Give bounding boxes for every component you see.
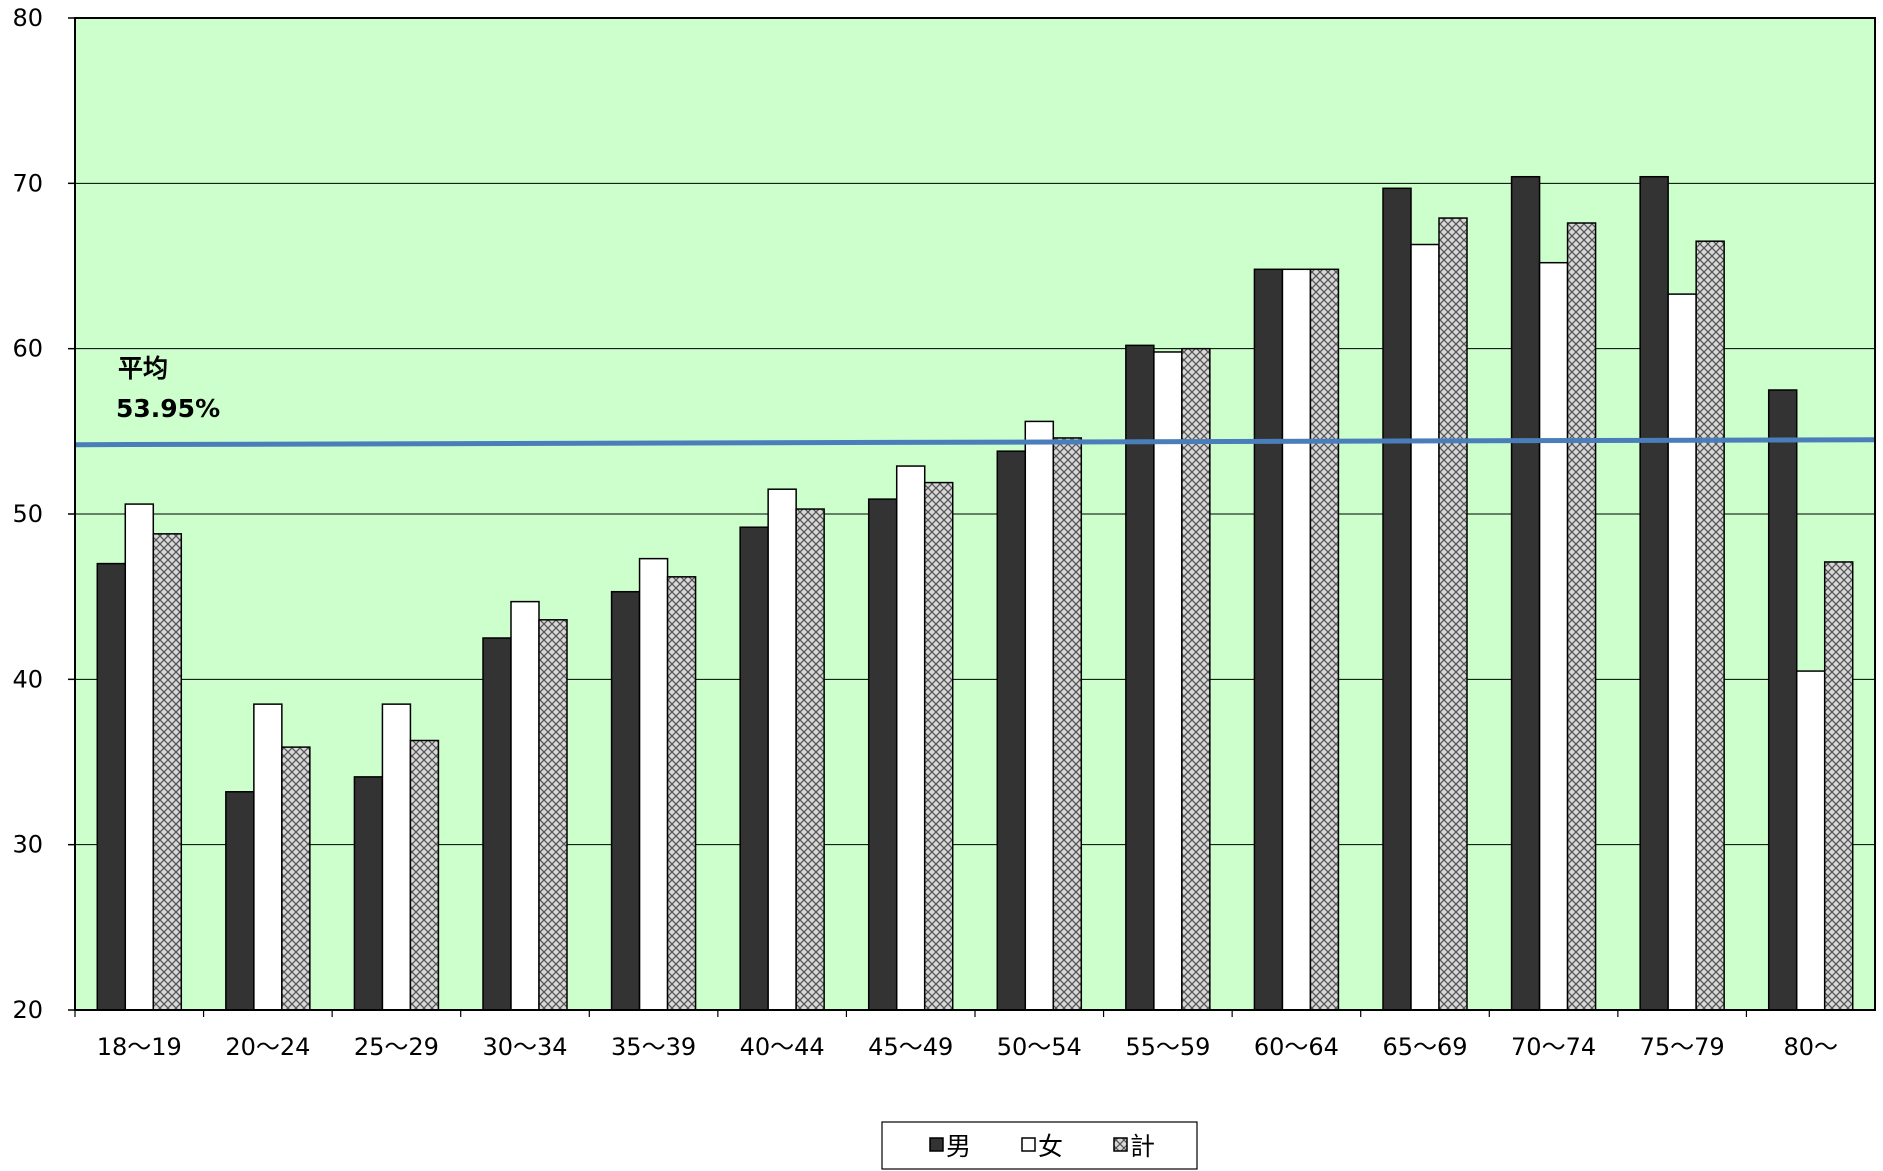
bar-group (225, 703, 311, 1011)
y-tick-label: 20 (12, 996, 43, 1024)
x-tick-label: 80～ (1783, 1033, 1838, 1061)
bar-total (1309, 268, 1340, 1011)
average-line (74, 437, 1876, 448)
bar-total (1438, 217, 1468, 1011)
bar-female (1153, 351, 1183, 1011)
average-value: 53.95% (116, 394, 220, 423)
bar-group (1510, 175, 1597, 1011)
bar-group (996, 420, 1083, 1011)
bar-total (1823, 561, 1854, 1011)
average-label: 平均 (118, 354, 168, 383)
bar-male (996, 450, 1027, 1011)
bar-group (1767, 389, 1854, 1011)
bar-male (1382, 187, 1412, 1011)
bar-total (1181, 347, 1211, 1011)
bar-total (1052, 437, 1083, 1011)
bar-group (96, 503, 183, 1011)
legend-label: 計 (1130, 1132, 1155, 1161)
bar-male (739, 526, 769, 1011)
y-tick-label: 40 (12, 665, 43, 693)
bar-female (638, 557, 669, 1011)
bar-group (610, 557, 697, 1011)
bar-male (1253, 268, 1284, 1011)
bar-female (1795, 670, 1826, 1011)
bar-male (867, 498, 898, 1011)
legend-swatch (929, 1137, 944, 1152)
bar-female (124, 503, 155, 1011)
bar-total (795, 508, 825, 1011)
legend-swatch (1021, 1137, 1036, 1152)
bar-male (1639, 175, 1669, 1011)
bar-female (1410, 243, 1440, 1011)
y-tick-label: 60 (12, 335, 43, 363)
bar-group (1125, 344, 1211, 1011)
legend: 男女計 (881, 1121, 1198, 1170)
bar-group (1639, 175, 1725, 1011)
bar-total (281, 746, 311, 1011)
bar-group (1382, 187, 1468, 1011)
y-tick-label: 30 (12, 831, 43, 859)
bar-group (1253, 268, 1340, 1011)
x-tick-label: 45～49 (868, 1033, 953, 1061)
legend-swatch (1113, 1137, 1128, 1152)
bar-total (409, 739, 440, 1011)
y-axis: 20 30 40 50 60 70 80 (12, 4, 75, 1024)
bar-female (1281, 268, 1312, 1011)
x-tick-label: 20～24 (225, 1033, 310, 1061)
y-tick-label: 80 (12, 4, 43, 32)
bar-male (225, 791, 255, 1011)
bar-male (1125, 344, 1155, 1011)
bar-female (381, 703, 412, 1011)
bar-total (152, 533, 183, 1011)
bar-female (510, 600, 540, 1011)
bar-female (1538, 261, 1569, 1011)
bar-group (739, 488, 825, 1011)
bar-female (1024, 420, 1055, 1011)
bar-female (1667, 293, 1697, 1011)
bar-total (923, 481, 954, 1011)
x-tick-label: 25～29 (354, 1033, 439, 1061)
x-tick-label: 60～64 (1254, 1033, 1339, 1061)
bar-total (666, 576, 697, 1011)
x-tick-label: 30～34 (482, 1033, 567, 1061)
bar-male (482, 637, 512, 1011)
bar-male (1767, 389, 1798, 1011)
bar-male (1510, 175, 1541, 1011)
x-axis: 18～19 20～24 25～29 30～34 35～39 40～44 45～49 50～54… (74, 1010, 1838, 1061)
x-tick-label: 55～59 (1125, 1033, 1210, 1061)
y-tick-label: 70 (12, 169, 43, 197)
x-tick-label: 70～74 (1511, 1033, 1596, 1061)
x-tick-label: 18～19 (97, 1033, 182, 1061)
x-tick-label: 50～54 (997, 1033, 1082, 1061)
bar-male (353, 776, 384, 1011)
bar-total (1566, 222, 1597, 1011)
bar-group (482, 600, 568, 1011)
x-tick-label: 75～79 (1640, 1033, 1725, 1061)
legend-label: 女 (1038, 1132, 1063, 1161)
bar-female (767, 488, 797, 1011)
bar-group (867, 465, 954, 1011)
x-tick-label: 65～69 (1382, 1033, 1467, 1061)
bar-female (895, 465, 926, 1011)
bar-total (538, 619, 568, 1011)
legend-label: 男 (946, 1132, 971, 1161)
bar-female (253, 703, 283, 1011)
y-tick-label: 50 (12, 500, 43, 528)
bar-male (610, 590, 641, 1011)
x-tick-label: 35～39 (611, 1033, 696, 1061)
bar-total (1695, 240, 1725, 1011)
x-tick-label: 40～44 (740, 1033, 825, 1061)
bar-male (96, 562, 127, 1011)
